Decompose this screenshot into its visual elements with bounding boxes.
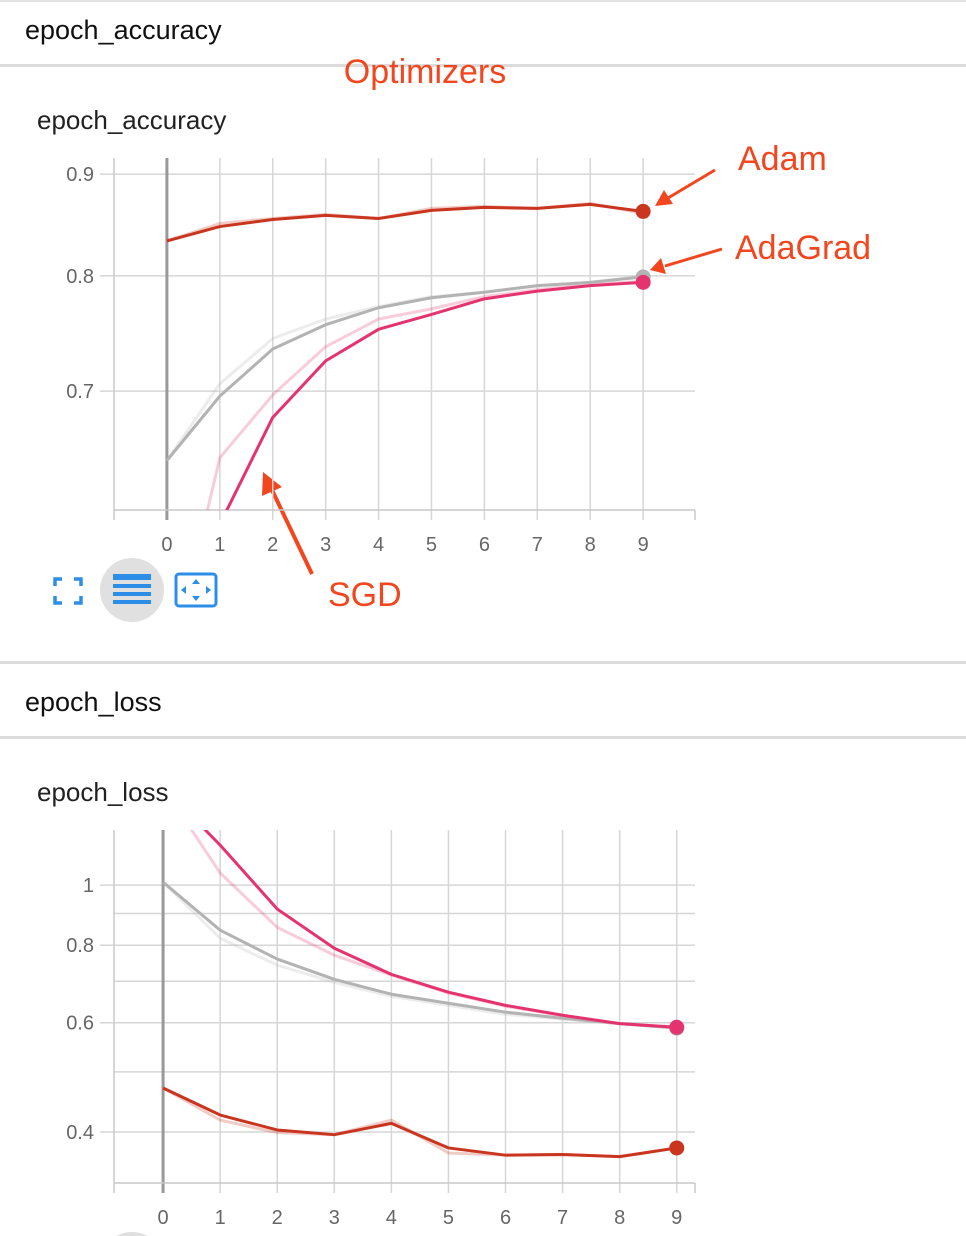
arrow-head xyxy=(655,190,673,206)
annotation-title: Optimizers xyxy=(344,53,506,91)
series-line xyxy=(162,881,677,1030)
x-tick-label: 6 xyxy=(479,534,490,556)
x-tick-label: 3 xyxy=(329,1207,340,1229)
x-tick-label: 6 xyxy=(500,1207,511,1229)
y-tick-label: 0.6 xyxy=(66,1013,94,1035)
y-tick-label: 1 xyxy=(83,875,94,897)
x-tick-label: 9 xyxy=(671,1207,682,1229)
arrow-head xyxy=(650,258,666,274)
series-line xyxy=(165,275,644,462)
raw-line xyxy=(162,881,677,1030)
button-bg xyxy=(100,558,164,622)
arrow xyxy=(667,168,716,200)
x-tick-label: 5 xyxy=(443,1207,454,1229)
endpoint-dot xyxy=(669,1019,685,1035)
x-tick-label: 9 xyxy=(638,534,649,556)
separator xyxy=(0,736,966,739)
endpoint-dot xyxy=(635,274,651,290)
x-tick-label: 8 xyxy=(585,534,596,556)
x-tick-label: 1 xyxy=(215,1207,226,1229)
series-line xyxy=(203,830,677,1029)
button-bg[interactable] xyxy=(100,1232,164,1236)
raw-line xyxy=(205,279,644,510)
chart-title: epoch_accuracy xyxy=(37,105,226,135)
x-tick-label: 7 xyxy=(557,1207,568,1229)
y-tick-label: 0.8 xyxy=(66,266,94,288)
raw-line xyxy=(162,1086,677,1159)
series-line xyxy=(166,202,644,243)
y-tick-label: 0.9 xyxy=(66,164,94,186)
arrow-head xyxy=(192,596,200,601)
fit-domain-button[interactable] xyxy=(174,572,218,608)
endpoint-dot xyxy=(669,1140,685,1156)
x-tick-label: 4 xyxy=(386,1207,397,1229)
list-icon xyxy=(113,574,151,604)
arrow-head xyxy=(206,586,211,594)
x-tick-label: 4 xyxy=(373,534,384,556)
separator xyxy=(0,661,966,664)
arrow xyxy=(664,247,723,268)
y-tick-label: 0.4 xyxy=(66,1122,94,1144)
raw-line xyxy=(189,830,677,1029)
fit-arrows xyxy=(181,579,211,601)
raw-line xyxy=(166,201,644,243)
chart-title: epoch_loss xyxy=(37,777,169,807)
fit-icon xyxy=(174,572,218,608)
x-tick-label: 2 xyxy=(272,1207,283,1229)
x-tick-label: 2 xyxy=(267,534,278,556)
x-tick-label: 0 xyxy=(161,534,172,556)
series-line xyxy=(162,1086,677,1159)
annotation-arrows xyxy=(262,168,723,575)
series-line xyxy=(225,280,644,510)
x-tick-label: 7 xyxy=(532,534,543,556)
arrow-head xyxy=(181,586,186,594)
annotation-label: SGD xyxy=(328,576,402,614)
bar-icon xyxy=(113,584,151,588)
x-tick-label: 8 xyxy=(614,1207,625,1229)
fullscreen-button[interactable] xyxy=(53,577,83,605)
section-header[interactable]: epoch_loss xyxy=(25,687,162,717)
x-tick-label: 5 xyxy=(426,534,437,556)
bar-icon xyxy=(113,592,151,596)
bar-icon xyxy=(113,600,151,604)
separator xyxy=(0,64,966,67)
arrow-head xyxy=(192,579,200,584)
x-tick-label: 0 xyxy=(158,1207,169,1229)
endpoint-dot xyxy=(635,203,651,219)
bar-icon xyxy=(113,574,151,580)
annotation-label: AdaGrad xyxy=(735,229,871,267)
annotation-label: Adam xyxy=(738,140,827,178)
section-header[interactable]: epoch_accuracy xyxy=(25,15,222,45)
x-tick-label: 1 xyxy=(214,534,225,556)
toggle-log-button[interactable] xyxy=(100,558,164,622)
fullscreen-icon xyxy=(53,577,83,605)
x-tick-label: 3 xyxy=(320,534,331,556)
arrow xyxy=(270,489,314,575)
y-tick-label: 0.7 xyxy=(66,381,94,403)
y-tick-label: 0.8 xyxy=(66,935,94,957)
